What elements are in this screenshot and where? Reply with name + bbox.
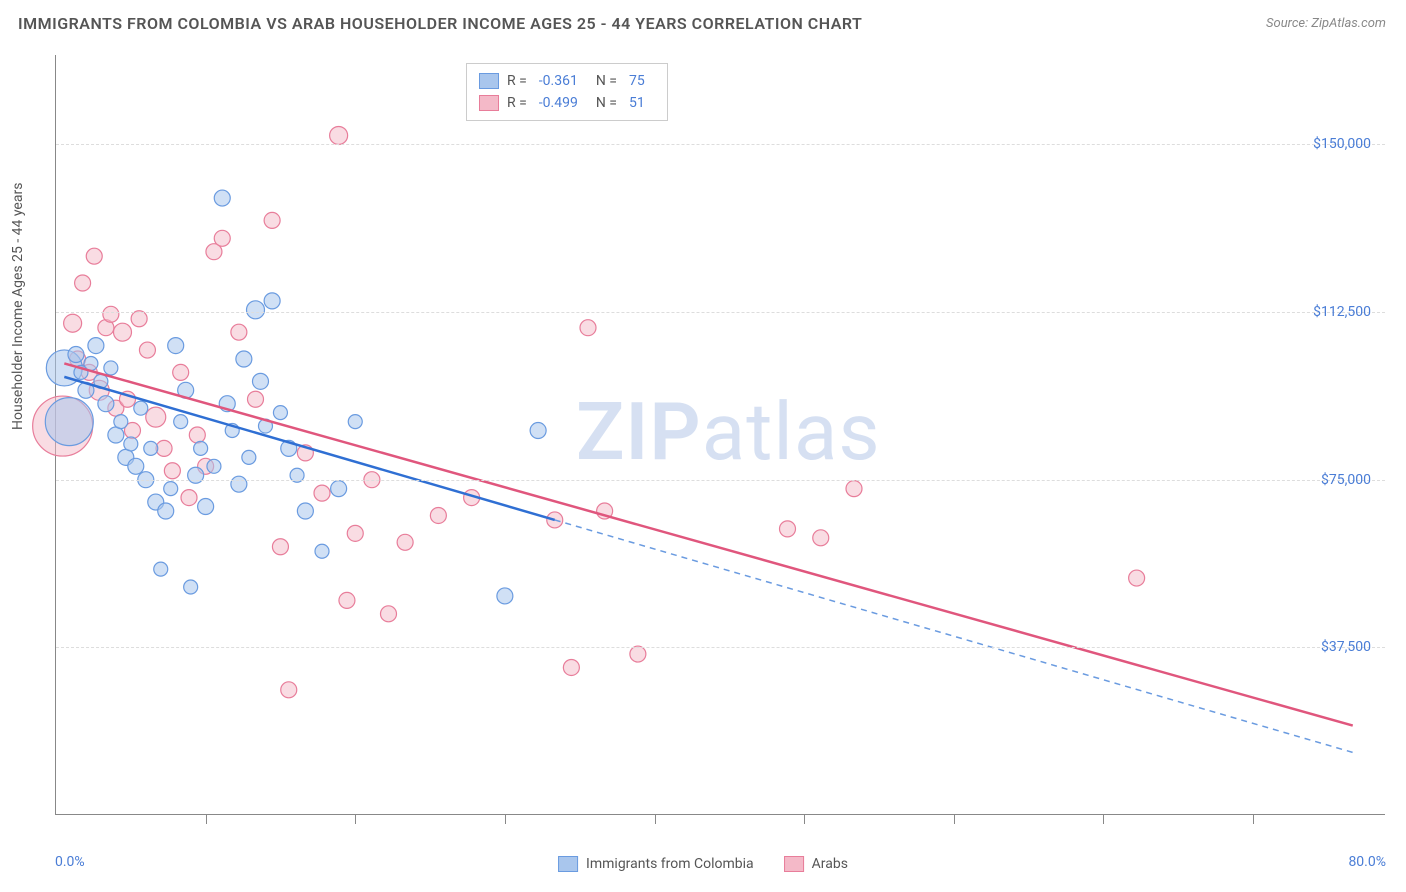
y-tick-label: $150,000: [1313, 136, 1371, 152]
gridline: [56, 144, 1385, 145]
x-tick: [1103, 814, 1104, 824]
legend-label-colombia: Immigrants from Colombia: [586, 856, 754, 872]
x-axis-min-label: 0.0%: [55, 854, 85, 870]
plot-area: ZIPatlas R =-0.361 N =75 R =-0.499 N =51…: [55, 55, 1385, 815]
legend-item-arabs: Arabs: [784, 856, 848, 872]
legend-label-arabs: Arabs: [812, 856, 848, 872]
gridline: [56, 647, 1385, 648]
y-tick-label: $75,000: [1321, 472, 1371, 488]
chart-svg: [56, 55, 1385, 814]
x-tick: [804, 814, 805, 824]
y-tick-label: $37,500: [1321, 639, 1371, 655]
swatch-colombia: [479, 73, 499, 89]
legend-row-arabs: R =-0.499 N =51: [479, 92, 655, 114]
x-tick: [355, 814, 356, 824]
chart-title: IMMIGRANTS FROM COLOMBIA VS ARAB HOUSEHO…: [18, 14, 862, 33]
y-axis-label: Householder Income Ages 25 - 44 years: [10, 183, 26, 430]
source-attribution: Source: ZipAtlas.com: [1266, 16, 1386, 31]
legend-row-colombia: R =-0.361 N =75: [479, 70, 655, 92]
swatch-arabs: [479, 95, 499, 111]
correlation-legend: R =-0.361 N =75 R =-0.499 N =51: [466, 63, 668, 121]
swatch-colombia-icon: [558, 856, 578, 872]
legend-item-colombia: Immigrants from Colombia: [558, 856, 754, 872]
x-tick: [1253, 814, 1254, 824]
y-tick-label: $112,500: [1313, 304, 1371, 320]
gridline: [56, 312, 1385, 313]
series-legend: Immigrants from Colombia Arabs: [558, 856, 848, 872]
x-tick: [505, 814, 506, 824]
x-tick: [206, 814, 207, 824]
x-tick: [655, 814, 656, 824]
swatch-arabs-icon: [784, 856, 804, 872]
gridline: [56, 480, 1385, 481]
x-tick: [954, 814, 955, 824]
x-axis-max-label: 80.0%: [1348, 854, 1386, 870]
